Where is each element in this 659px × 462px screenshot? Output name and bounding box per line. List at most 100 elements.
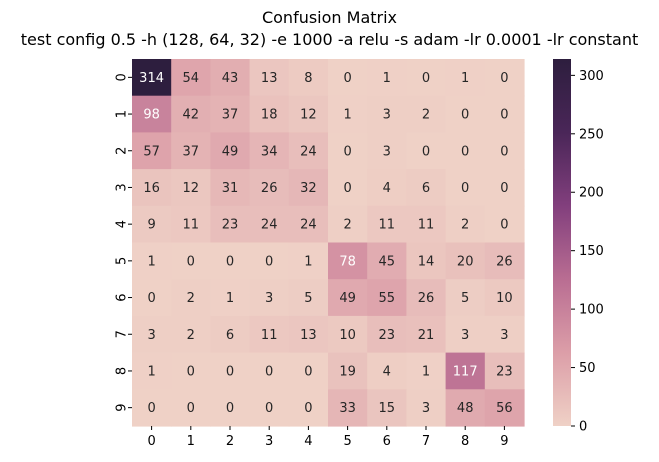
cell-value-label: 16 [143, 181, 160, 196]
cell-value-label: 3 [383, 108, 391, 123]
cell-value-label: 14 [418, 254, 435, 269]
x-tick-label: 0 [147, 434, 155, 449]
heatmap-cell [445, 352, 486, 390]
heatmap-cell [210, 132, 251, 170]
cell-value-label: 0 [226, 254, 234, 269]
heatmap-cell [445, 389, 486, 427]
x-axis-ticks: 0 1 2 3 4 5 6 7 8 9 [147, 426, 509, 449]
heatmap-cell [445, 95, 486, 133]
cell-value-label: 42 [183, 108, 200, 123]
heatmap-cell [328, 279, 368, 317]
cell-value-label: 24 [300, 218, 317, 233]
cell-value-label: 24 [261, 218, 278, 233]
heatmap-cell [367, 279, 407, 317]
colorbar-tick-label: 150 [579, 244, 604, 259]
heatmap-cell [210, 279, 251, 317]
heatmap-cell [288, 59, 329, 97]
y-tick-label: 8 [115, 367, 130, 375]
cell-value-label: 23 [379, 328, 396, 343]
cell-value-label: 0 [422, 144, 430, 159]
heatmap-cell [484, 169, 525, 207]
heatmap-cell [132, 95, 172, 133]
heatmap-cell [132, 389, 172, 427]
cell-value-label: 55 [379, 291, 396, 306]
heatmap-cell [249, 389, 290, 427]
heatmap-cell [367, 242, 407, 280]
y-tick-label: 3 [115, 183, 130, 191]
cell-value-label: 0 [500, 218, 508, 233]
cell-value-label: 3 [383, 144, 391, 159]
cell-value-label: 11 [379, 218, 396, 233]
cell-value-label: 6 [226, 328, 234, 343]
cell-value-label: 1 [226, 291, 234, 306]
cell-value-label: 31 [222, 181, 239, 196]
heatmap-cell [367, 352, 407, 390]
heatmap-cell [484, 132, 525, 170]
heatmap-cell [406, 59, 447, 97]
heatmap-cell [484, 59, 525, 97]
heatmap-cell [210, 315, 251, 354]
cell-value-label: 78 [339, 254, 356, 269]
heatmap-cell [406, 169, 447, 207]
heatmap-cell [328, 132, 368, 170]
cell-value-label: 26 [496, 254, 513, 269]
heatmap-cell [249, 352, 290, 390]
heatmap-cell [171, 59, 211, 97]
heatmap-cell [210, 205, 251, 244]
colorbar-ticks: 0 50 100 150 200 250 300 [571, 69, 604, 435]
heatmap-cell [406, 315, 447, 354]
cell-value-label: 0 [147, 401, 155, 416]
cell-value-label: 0 [147, 291, 155, 306]
cell-value-label: 49 [339, 291, 356, 306]
cell-value-label: 48 [457, 401, 474, 416]
cell-value-label: 5 [461, 291, 469, 306]
cell-value-label: 4 [383, 364, 391, 379]
heatmap-cell [249, 242, 290, 280]
cell-value-label: 1 [147, 364, 155, 379]
y-tick-label: 0 [115, 73, 130, 81]
heatmap-cell [288, 242, 329, 280]
heatmap-cell [367, 59, 407, 97]
cell-value-label: 23 [222, 218, 239, 233]
cell-value-label: 18 [261, 108, 278, 123]
cell-value-label: 0 [265, 254, 273, 269]
cell-value-label: 6 [422, 181, 430, 196]
cell-value-label: 11 [183, 218, 200, 233]
heatmap-cell [171, 389, 211, 427]
heatmap-cell [171, 279, 211, 317]
colorbar [553, 59, 571, 426]
heatmap-cell [484, 279, 525, 317]
cell-value-label: 5 [304, 291, 312, 306]
heatmap-cell [406, 132, 447, 170]
cell-value-label: 0 [461, 181, 469, 196]
heatmap-cell [210, 59, 251, 97]
heatmap-cell [484, 315, 525, 354]
x-tick-label: 5 [343, 434, 351, 449]
y-tick-label: 1 [115, 110, 130, 118]
cell-value-label: 0 [461, 108, 469, 123]
heatmap-cell [288, 205, 329, 244]
cell-value-label: 0 [343, 144, 351, 159]
heatmap-cell [406, 95, 447, 133]
cell-value-label: 24 [300, 144, 317, 159]
cell-value-label: 0 [461, 144, 469, 159]
cell-value-label: 54 [183, 71, 200, 86]
heatmap-cell [367, 169, 407, 207]
cell-value-label: 37 [183, 144, 200, 159]
cell-annotations: 314 54 43 13 8 0 1 0 1 098 42 37 18 12 1 3 2 0 057 37 49 34 24… [139, 71, 512, 416]
heatmap-cell [288, 95, 329, 133]
cell-value-label: 1 [461, 71, 469, 86]
x-tick-label: 7 [422, 434, 430, 449]
cell-value-label: 11 [418, 218, 435, 233]
y-tick-label: 7 [115, 330, 130, 338]
cell-value-label: 3 [422, 401, 430, 416]
cell-value-label: 2 [343, 218, 351, 233]
heatmap-cell [445, 132, 486, 170]
cell-value-label: 12 [183, 181, 200, 196]
heatmap-cell [171, 352, 211, 390]
heatmap-cell [484, 389, 525, 427]
y-tick-label: 6 [115, 293, 130, 301]
heatmap-cell [328, 95, 368, 133]
heatmap-cell [445, 242, 486, 280]
cell-value-label: 0 [265, 364, 273, 379]
